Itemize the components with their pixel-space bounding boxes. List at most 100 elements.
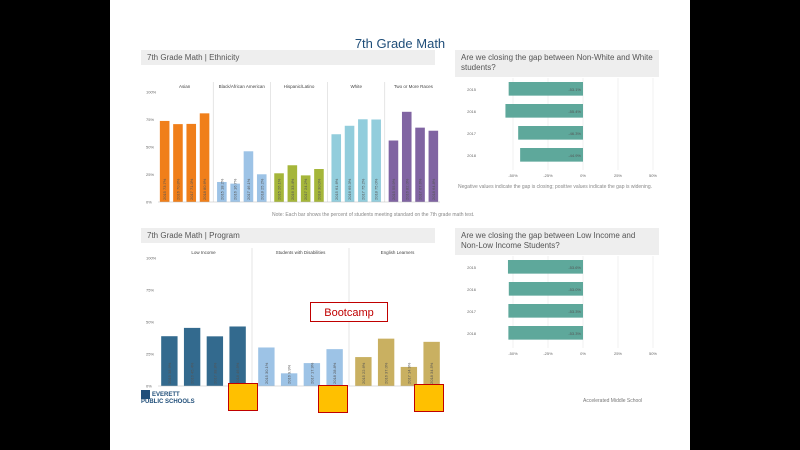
bar-data-label: 2015 38.9% bbox=[167, 362, 172, 384]
group-label: Two or More Races bbox=[394, 84, 434, 89]
bar bbox=[256, 174, 267, 202]
x-tick-label: -25% bbox=[543, 351, 553, 356]
bar bbox=[326, 349, 343, 386]
bar-data-label: 2017 71.0% bbox=[189, 178, 194, 200]
group-label: Black/African American bbox=[219, 84, 266, 89]
y-tick-label: 75% bbox=[146, 288, 154, 293]
highlight-box-3 bbox=[414, 384, 444, 412]
gap2-panel-title: Are we closing the gap between Low Incom… bbox=[455, 228, 659, 255]
bar-data-label: 2016 69.3% bbox=[347, 178, 352, 200]
bar-data-label: 2016 33.4% bbox=[290, 178, 295, 200]
bar bbox=[423, 341, 440, 386]
y-tick-label: 25% bbox=[146, 172, 154, 177]
y-tick-label: 0% bbox=[146, 384, 152, 389]
bar-data-label: 2016 82.0% bbox=[404, 178, 409, 200]
bar bbox=[199, 113, 210, 202]
bar-data-label: 2018 75.0% bbox=[374, 178, 379, 200]
logo-line2: PUBLIC SCHOOLS bbox=[141, 399, 195, 406]
highlight-box-1 bbox=[228, 383, 258, 411]
row-label: 2018 bbox=[467, 153, 477, 158]
bar bbox=[186, 123, 197, 202]
bar bbox=[377, 338, 395, 386]
bar-data-label: 2017 38.8% bbox=[212, 362, 217, 384]
bar-data-label: 2018 25.2% bbox=[259, 178, 264, 200]
gap-bar-label: -44.9% bbox=[568, 153, 581, 158]
bar-data-label: 2018 80.6% bbox=[202, 178, 207, 200]
bar bbox=[314, 169, 324, 202]
bar bbox=[401, 111, 412, 202]
gap-bar bbox=[507, 260, 583, 274]
gap-bar bbox=[505, 104, 583, 118]
gap-bar bbox=[508, 282, 583, 296]
gap-bar bbox=[508, 326, 583, 340]
x-tick-label: 50% bbox=[649, 173, 657, 178]
bar-data-label: 2015 61.6% bbox=[334, 178, 339, 200]
row-label: 2018 bbox=[467, 331, 477, 336]
gap-bar-label: -53.0% bbox=[568, 287, 581, 292]
bar bbox=[303, 363, 321, 386]
gap-bar-label: -53.1% bbox=[568, 87, 581, 92]
y-tick-label: 50% bbox=[146, 320, 154, 325]
gap1-panel-title: Are we closing the gap between Non-White… bbox=[455, 50, 659, 77]
bar bbox=[287, 165, 298, 202]
y-tick-label: 100% bbox=[146, 90, 157, 95]
bar bbox=[161, 336, 178, 386]
gap-bar-label: -53.6% bbox=[568, 265, 581, 270]
y-tick-label: 50% bbox=[146, 145, 154, 150]
bar bbox=[371, 119, 381, 202]
bar-data-label: 2017 14.9% bbox=[406, 362, 411, 384]
bar bbox=[400, 366, 418, 386]
slide-title: 7th Grade Math bbox=[354, 36, 446, 51]
bar bbox=[159, 120, 170, 202]
bar bbox=[274, 173, 284, 202]
bar-data-label: 2015 55.9% bbox=[391, 178, 396, 200]
y-tick-label: 100% bbox=[146, 256, 157, 261]
bar-data-label: 2017 75.2% bbox=[360, 178, 365, 200]
bar-data-label: 2017 17.9% bbox=[309, 362, 314, 384]
ethnicity-panel-title: 7th Grade Math | Ethnicity bbox=[141, 50, 435, 65]
y-tick-label: 25% bbox=[146, 352, 154, 357]
bar bbox=[183, 327, 201, 386]
bar-data-label: 2018 46.5% bbox=[235, 362, 240, 384]
x-tick-label: 25% bbox=[614, 173, 622, 178]
bar-data-label: 2017 46.1% bbox=[246, 178, 251, 200]
group-label: Students with Disabilities bbox=[276, 250, 327, 255]
bar-data-label: 2016 37.0% bbox=[384, 362, 389, 384]
bar-data-label: 2017 67.6% bbox=[418, 178, 423, 200]
bar bbox=[300, 175, 311, 202]
row-label: 2016 bbox=[467, 287, 477, 292]
x-tick-label: 50% bbox=[649, 351, 657, 356]
gap-bar-label: -46.3% bbox=[568, 131, 581, 136]
bar-data-label: 2015 22.6% bbox=[361, 362, 366, 384]
row-label: 2015 bbox=[467, 87, 477, 92]
gap-bar bbox=[508, 304, 583, 318]
bar-data-label: 2015 26.1% bbox=[277, 178, 282, 200]
bar bbox=[415, 127, 425, 202]
gap-bar bbox=[518, 126, 583, 140]
x-tick-label: -50% bbox=[508, 351, 518, 356]
footer-text: Accelerated Middle School bbox=[583, 398, 643, 404]
bar-data-label: 2016 70.8% bbox=[175, 178, 180, 200]
bar bbox=[331, 134, 342, 202]
row-label: 2015 bbox=[467, 265, 477, 270]
bar bbox=[388, 140, 399, 202]
gap-bar-label: -53.3% bbox=[568, 331, 581, 336]
x-tick-label: -25% bbox=[543, 173, 553, 178]
x-tick-label: -50% bbox=[508, 173, 518, 178]
group-label: Low Income bbox=[191, 250, 216, 255]
bar bbox=[173, 124, 183, 202]
group-label: White bbox=[350, 84, 362, 89]
x-tick-label: 0% bbox=[580, 173, 586, 178]
bar-data-label: 2015 73.7% bbox=[162, 178, 167, 200]
bar bbox=[358, 119, 368, 202]
bar-data-label: 2015 30.1% bbox=[264, 362, 269, 384]
bar-data-label: 2016 45.4% bbox=[190, 362, 195, 384]
group-label: English Learners bbox=[381, 250, 416, 255]
bar bbox=[243, 151, 254, 202]
bar bbox=[230, 183, 240, 202]
bar-data-label: 2017 24.2% bbox=[303, 178, 308, 200]
bar-data-label: 2018 28.8% bbox=[332, 362, 337, 384]
group-label: Hispanic/Latino bbox=[284, 84, 315, 89]
bar-data-label: 2016 16.7% bbox=[233, 178, 238, 200]
